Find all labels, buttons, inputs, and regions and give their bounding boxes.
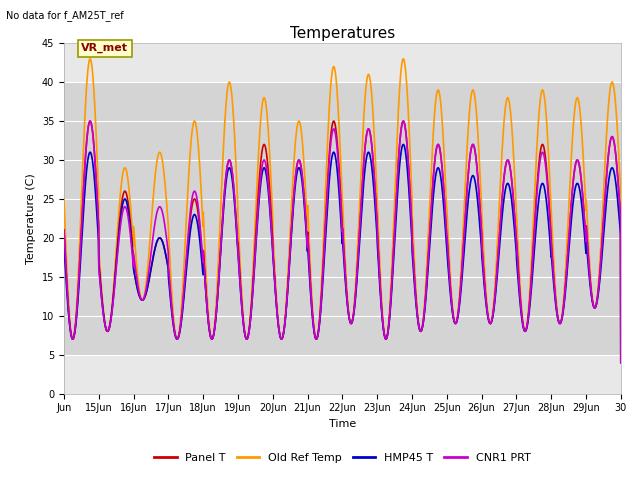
HMP45 T — [617, 360, 625, 365]
HMP45 T — [236, 277, 244, 283]
HMP45 T — [60, 243, 68, 249]
HMP45 T — [399, 142, 407, 147]
Panel T — [376, 280, 384, 286]
Bar — [64, 82, 621, 355]
Panel T — [510, 207, 518, 213]
X-axis label: Time: Time — [329, 419, 356, 429]
Old Ref Temp — [542, 106, 550, 111]
CNR1 PRT — [510, 207, 518, 213]
Old Ref Temp — [60, 196, 68, 202]
HMP45 T — [510, 223, 518, 229]
Panel T — [116, 216, 124, 221]
Text: VR_met: VR_met — [81, 43, 129, 53]
Old Ref Temp — [617, 360, 625, 365]
CNR1 PRT — [542, 163, 550, 169]
Old Ref Temp — [609, 81, 617, 87]
Line: Panel T: Panel T — [64, 121, 621, 362]
Old Ref Temp — [236, 258, 244, 264]
HMP45 T — [542, 192, 550, 198]
CNR1 PRT — [86, 118, 94, 124]
Panel T — [609, 135, 617, 141]
HMP45 T — [376, 282, 383, 288]
CNR1 PRT — [116, 228, 124, 234]
HMP45 T — [116, 224, 124, 230]
Old Ref Temp — [510, 164, 518, 169]
Y-axis label: Temperature (C): Temperature (C) — [26, 173, 36, 264]
Panel T — [236, 274, 244, 279]
CNR1 PRT — [236, 278, 244, 284]
HMP45 T — [609, 166, 617, 172]
Text: No data for f_AM25T_ref: No data for f_AM25T_ref — [6, 10, 124, 21]
Old Ref Temp — [116, 197, 124, 203]
Panel T — [542, 156, 550, 162]
Panel T — [86, 118, 94, 124]
Line: Old Ref Temp: Old Ref Temp — [64, 59, 621, 362]
Old Ref Temp — [376, 264, 384, 270]
Legend: Panel T, Old Ref Temp, HMP45 T, CNR1 PRT: Panel T, Old Ref Temp, HMP45 T, CNR1 PRT — [150, 448, 535, 467]
Title: Temperatures: Temperatures — [290, 25, 395, 41]
CNR1 PRT — [609, 135, 617, 141]
CNR1 PRT — [376, 280, 384, 286]
CNR1 PRT — [617, 360, 625, 365]
Line: HMP45 T: HMP45 T — [64, 144, 621, 362]
Panel T — [617, 360, 625, 365]
Old Ref Temp — [86, 56, 94, 61]
CNR1 PRT — [60, 227, 68, 233]
Line: CNR1 PRT: CNR1 PRT — [64, 121, 621, 362]
Panel T — [60, 227, 68, 233]
